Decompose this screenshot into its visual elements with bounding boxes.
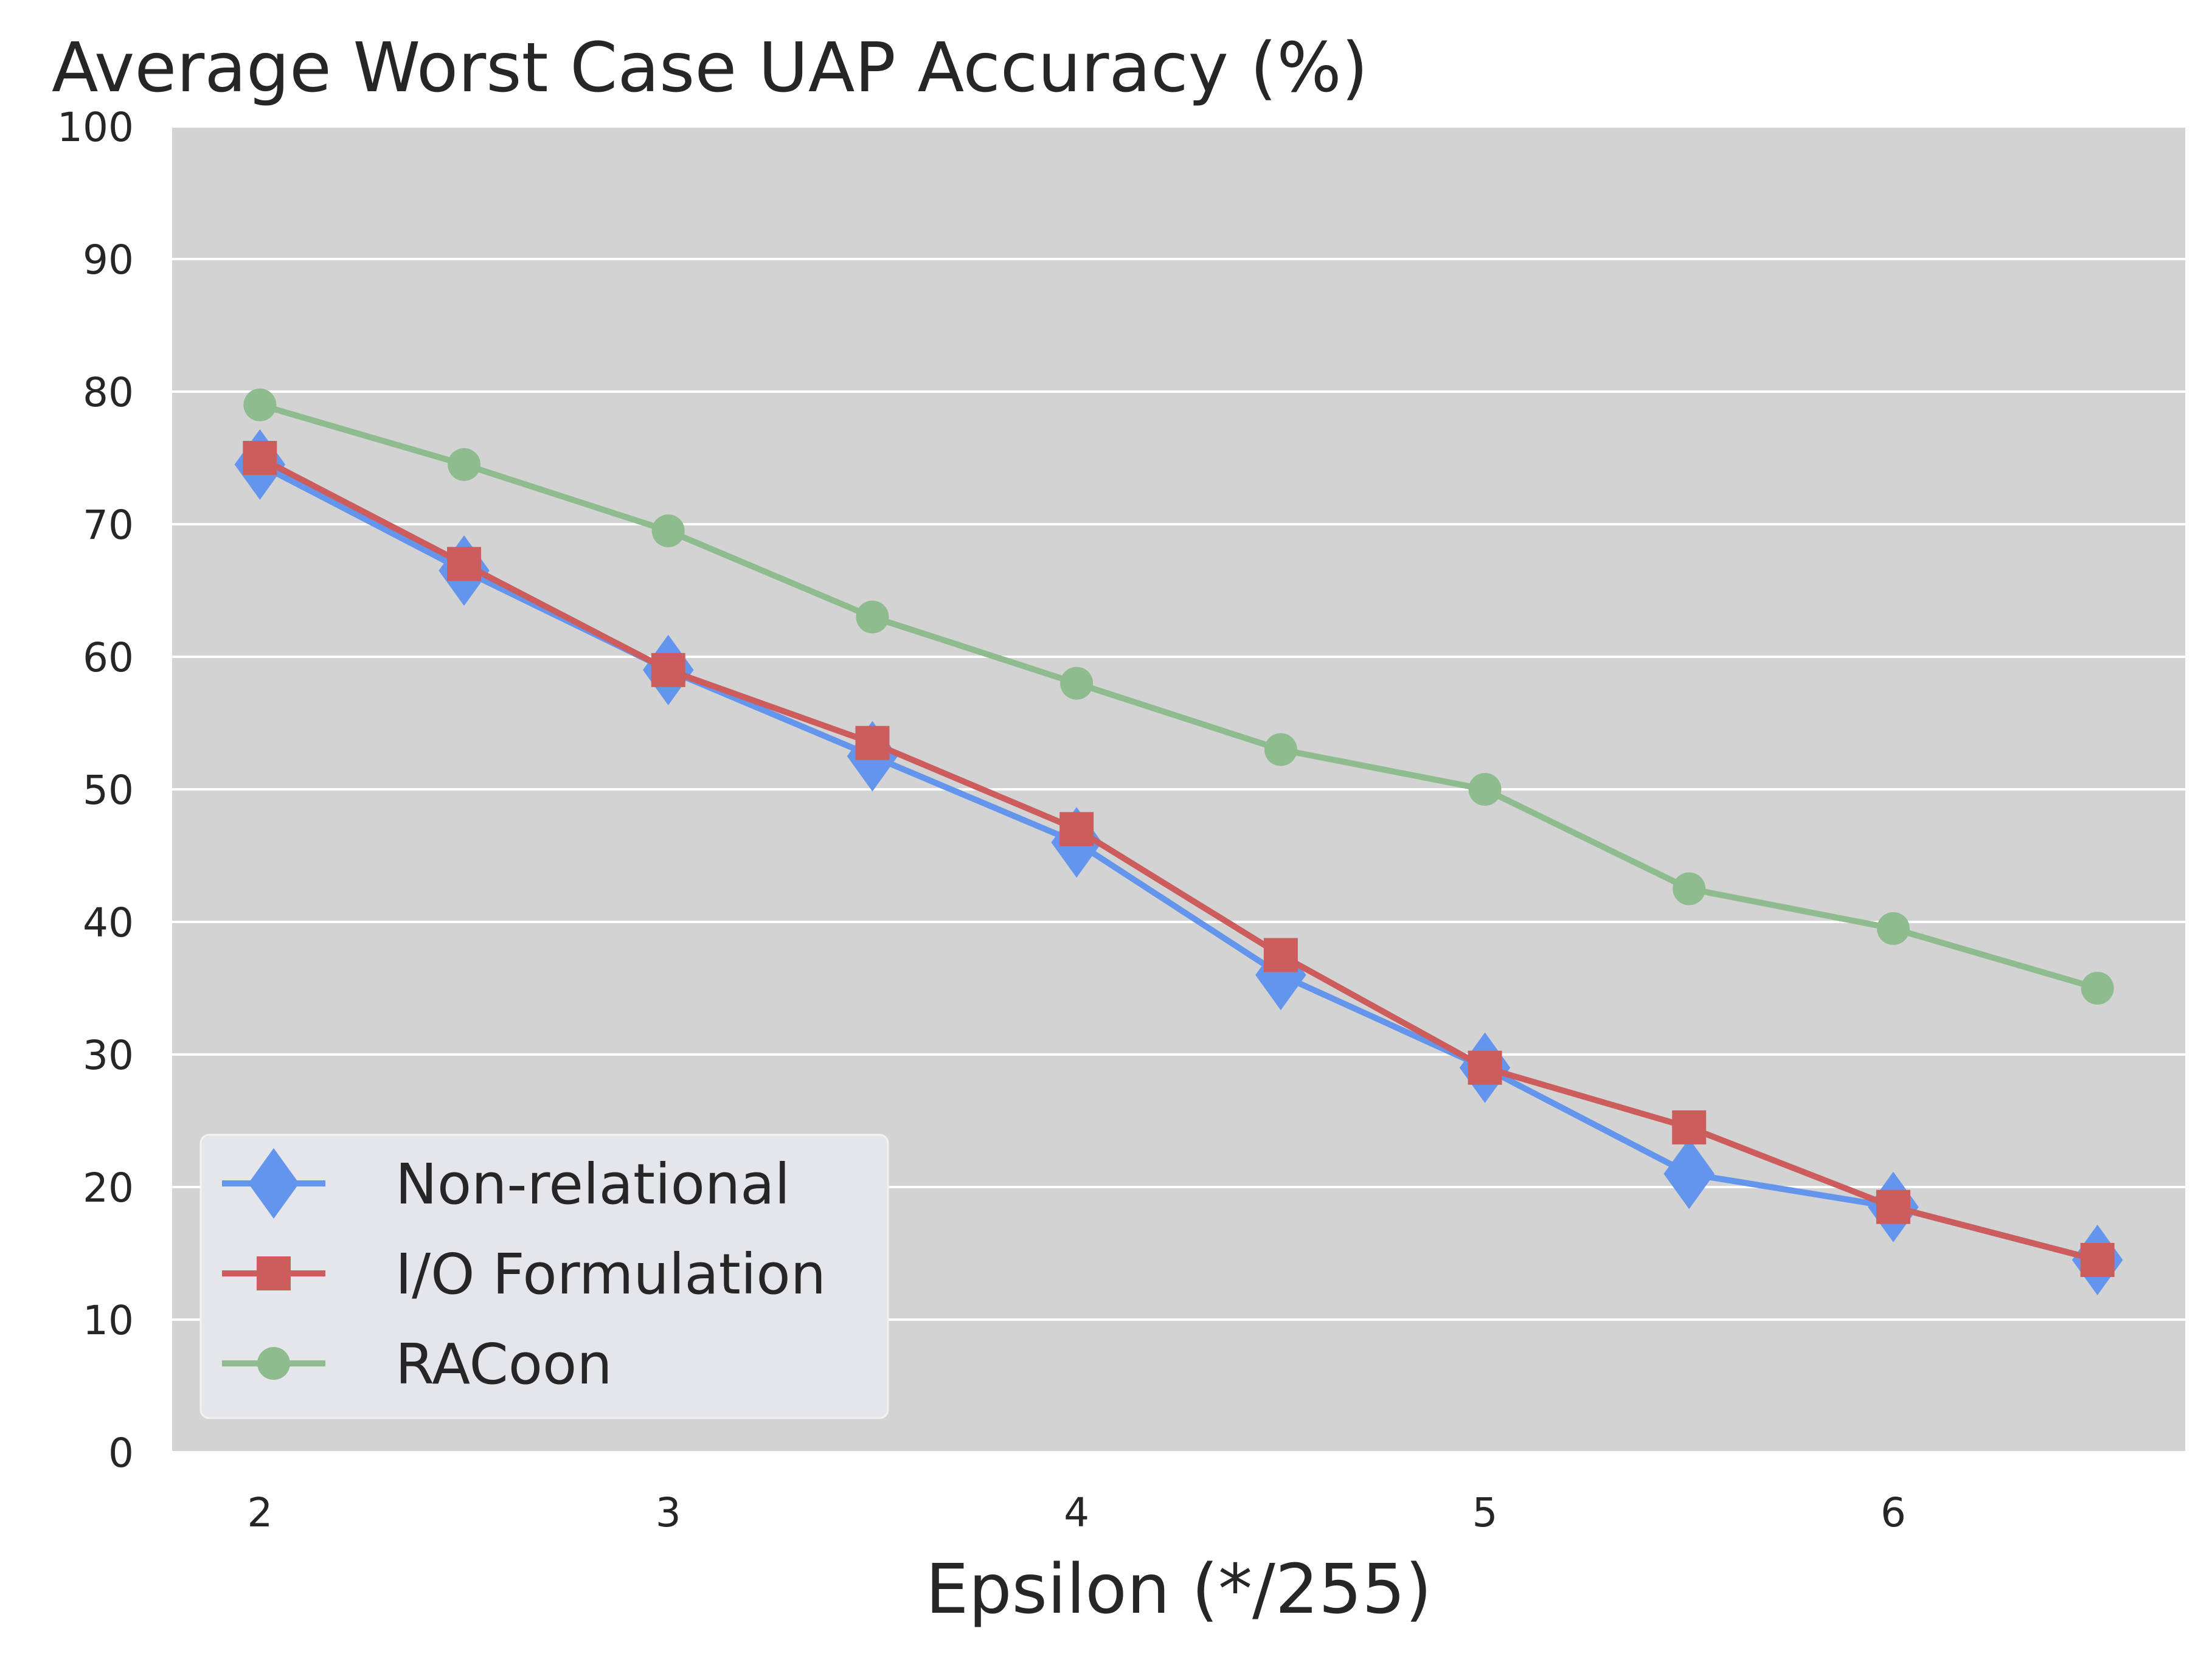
data-point-2-2 xyxy=(651,514,685,547)
legend: Non-relational I/O Formulation RACoon xyxy=(199,1134,889,1419)
legend-box xyxy=(199,1134,889,1419)
data-point-1-2 xyxy=(651,653,685,687)
series-line-2 xyxy=(258,402,2099,991)
data-point-2-9 xyxy=(2081,972,2114,1005)
data-point-1-9 xyxy=(2080,1242,2115,1277)
series-layer xyxy=(234,388,2123,1295)
x-tick-label-2: 2 xyxy=(247,1489,272,1536)
legend-label-1: I/O Formulation xyxy=(395,1242,826,1307)
data-point-2-4 xyxy=(1060,667,1094,700)
data-point-2-5 xyxy=(1264,733,1297,766)
x-axis-ticks: 2 3 4 5 6 xyxy=(247,1489,1906,1536)
legend-marker-2 xyxy=(257,1347,290,1380)
series-1 xyxy=(243,441,2115,1277)
legend-item-0: Non-relational xyxy=(222,1148,790,1219)
legend-label-2: RACoon xyxy=(395,1332,612,1397)
data-point-0-7 xyxy=(1663,1138,1715,1210)
x-tick-label-5: 5 xyxy=(1472,1489,1498,1536)
y-tick-label-90: 90 xyxy=(83,237,134,283)
data-point-1-5 xyxy=(1263,938,1298,972)
data-point-1-6 xyxy=(1468,1050,1502,1085)
x-axis-label: Epsilon (*/255) xyxy=(926,1550,1432,1629)
grid-lines xyxy=(172,125,2185,1453)
y-tick-label-0: 0 xyxy=(108,1430,134,1477)
x-tick-label-6: 6 xyxy=(1881,1489,1906,1536)
legend-marker-1 xyxy=(257,1256,291,1290)
y-tick-label-80: 80 xyxy=(83,369,134,416)
data-point-2-7 xyxy=(1673,872,1706,905)
y-tick-label-100: 100 xyxy=(57,104,134,151)
data-point-2-6 xyxy=(1468,773,1502,806)
y-tick-label-50: 50 xyxy=(83,767,134,814)
y-tick-label-10: 10 xyxy=(83,1297,134,1344)
data-point-2-8 xyxy=(1876,912,1910,945)
y-tick-label-40: 40 xyxy=(83,899,134,946)
data-point-1-7 xyxy=(1672,1110,1707,1144)
series-line-1 xyxy=(258,455,2098,1263)
x-tick-label-4: 4 xyxy=(1064,1489,1089,1536)
data-point-2-1 xyxy=(448,448,481,481)
x-tick-label-3: 3 xyxy=(656,1489,681,1536)
chart-title: Average Worst Case UAP Accuracy (%) xyxy=(52,29,1368,108)
y-tick-label-70: 70 xyxy=(83,502,134,549)
data-point-2-3 xyxy=(856,600,889,634)
legend-label-0: Non-relational xyxy=(395,1152,790,1217)
y-tick-label-60: 60 xyxy=(83,634,134,681)
y-tick-label-30: 30 xyxy=(83,1032,134,1079)
series-2 xyxy=(243,388,2114,1005)
legend-item-1: I/O Formulation xyxy=(222,1242,826,1307)
data-point-1-4 xyxy=(1059,812,1094,847)
data-point-1-8 xyxy=(1876,1189,1910,1224)
data-point-2-0 xyxy=(243,388,277,421)
legend-marker-0 xyxy=(248,1148,299,1219)
y-tick-label-20: 20 xyxy=(83,1165,134,1211)
data-point-1-1 xyxy=(447,547,482,581)
data-point-1-3 xyxy=(855,725,890,760)
legend-item-2: RACoon xyxy=(222,1332,612,1397)
data-point-1-0 xyxy=(243,441,277,475)
data-point-0-5 xyxy=(1255,940,1306,1011)
y-axis-ticks: 0 10 20 30 40 50 60 70 80 90 100 xyxy=(57,104,134,1477)
